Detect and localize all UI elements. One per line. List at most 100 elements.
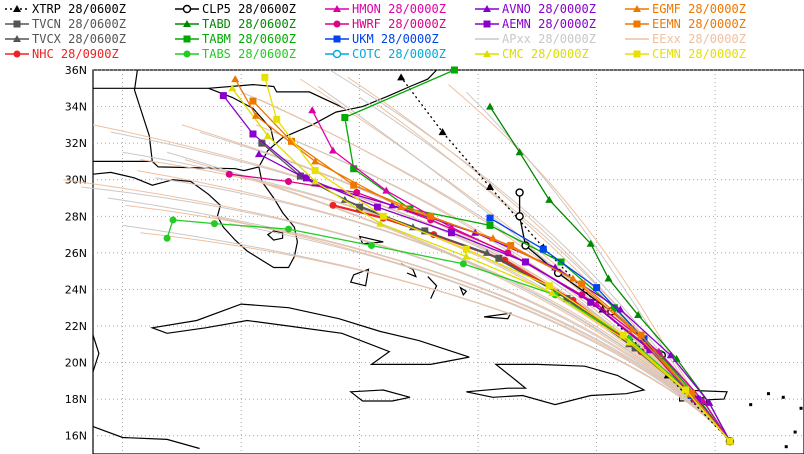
hurricane-track-map: 36N 34N 32N 30N 28N 26N 24N 22N 20N 18N 16N [63,64,804,454]
track-point [379,212,387,220]
track-point [486,214,494,222]
y-tick-label: 28N [65,210,87,223]
track-point [619,331,627,339]
track-point [507,242,515,250]
track-point [273,115,281,123]
track-point [373,203,381,211]
track-point [625,338,634,346]
legend-swatch [325,35,349,43]
track-point [329,201,337,209]
legend-marker [13,20,21,28]
model-tracks [163,66,735,446]
legend-item: HMON 28/0000Z [324,2,484,16]
legend-marker [13,5,21,12]
state-border [93,160,260,172]
legend-swatch [625,5,649,12]
y-tick-label: 30N [65,174,87,187]
state-border [208,83,346,109]
legend-marker [483,5,491,12]
island [799,406,803,410]
legend-item: EEMN 28/0000Z [624,17,784,31]
legend-label: CEMN 28/0000Z [652,47,746,61]
track-point [693,395,701,403]
bahamas-island [484,312,512,320]
track-point [225,170,233,178]
track-point [485,102,494,110]
track-point [485,183,494,191]
track-line [344,69,731,442]
legend-label: TABS 28/0600Z [202,47,296,61]
legend-label: TABD 28/0600Z [202,17,296,31]
legend-swatch [325,5,349,12]
track-point [210,220,218,228]
legend-item: TABM 28/0600Z [174,32,334,46]
track-point [341,114,349,122]
legend-swatch [325,20,349,28]
legend-label: AVNO 28/0000Z [502,2,596,16]
ensemble-track [140,232,731,442]
grid [93,69,804,454]
legend-swatch [625,20,649,28]
legend-item: AEMN 28/0000Z [474,17,634,31]
track-point [367,242,375,250]
legend-item: TABS 28/0600Z [174,47,334,61]
legend-label: TVCX 28/0600Z [32,32,126,46]
track-point [593,284,601,292]
legend-item: CLP5 28/0600Z [174,2,334,16]
legend-label: EEMN 28/0000Z [652,17,746,31]
legend-label: CLP5 28/0600Z [202,2,296,16]
track-point [311,167,319,175]
legend-item: XTRP 28/0600Z [4,2,164,16]
ensemble-track [229,223,731,442]
legend-swatch [625,50,649,58]
legend-item: COTC 28/0000Z [324,47,484,61]
legend-marker [633,50,641,58]
legend-label: COTC 28/0000Z [352,47,446,61]
track-point [311,177,320,185]
legend-swatch [175,20,199,27]
legend-swatch [625,38,649,40]
track-point [302,174,310,182]
honduras-coast [92,426,200,450]
track-point [616,305,625,313]
track-line [489,217,731,442]
legend-swatch [475,5,499,12]
y-tick-label: 22N [65,320,87,333]
legend-item: CEMN 28/0000Z [624,47,784,61]
track-point [548,289,557,297]
track-point [328,146,337,154]
legend-marker [13,50,21,58]
track-point [604,274,613,282]
track-point [219,92,227,100]
track-point [515,212,524,221]
legend-label: TVCN 28/0600Z [32,17,126,31]
track-point [397,73,406,81]
track-point [687,390,695,398]
y-tick-label: 20N [65,357,87,370]
track-point [308,106,317,114]
track-cemn [261,73,734,445]
legend-swatch [475,20,499,28]
legend-label: EExx 28/0000Z [652,32,746,46]
track-point [483,248,492,256]
track-point [462,252,471,260]
track-point [628,325,637,333]
hispaniola [466,363,646,406]
legend-marker [633,5,641,12]
legend-swatch [5,50,29,58]
track-point [699,396,708,404]
track-point [438,128,447,136]
legend-marker [333,20,341,28]
legend-label: HMON 28/0000Z [352,2,446,16]
legend-item: HWRF 28/0000Z [324,17,484,31]
track-point [462,245,470,253]
track-point [586,239,595,247]
island [784,445,788,449]
track-point [285,225,293,233]
legend-swatch [5,35,29,42]
legend-swatch [175,50,199,58]
track-point [705,398,714,406]
track-point [249,130,257,138]
track-point [587,298,595,306]
track-point [350,181,358,189]
